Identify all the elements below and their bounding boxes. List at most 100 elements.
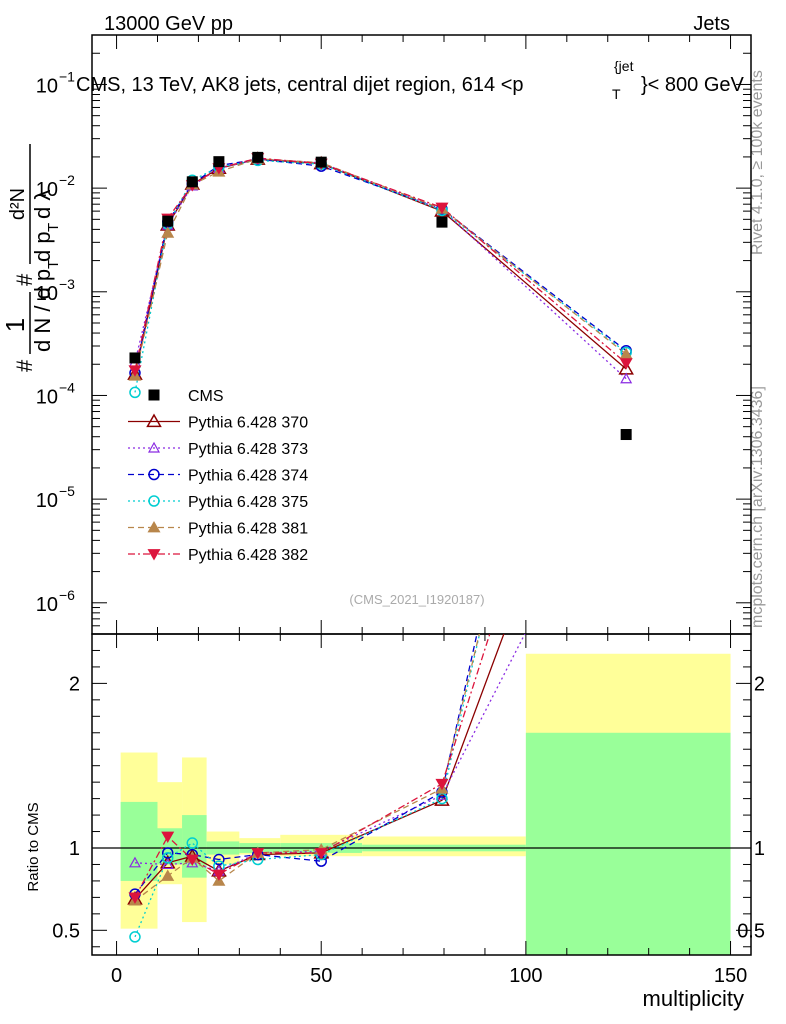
title-superscript: {jet <box>614 58 634 74</box>
header-right: Jets <box>693 13 730 35</box>
legend: CMS Pythia 6.428 370 Pythia 6.428 373 Pythi… <box>128 388 308 564</box>
series-line-main <box>134 158 627 376</box>
main-frame <box>91 34 752 635</box>
series-point <box>129 386 141 399</box>
legend-marker <box>146 413 162 428</box>
svg-text:d p: d p <box>30 231 55 262</box>
y-tick-exponent: −5 <box>59 483 75 499</box>
x-tick-label: 50 <box>310 965 332 987</box>
legend-label: Pythia 6.428 381 <box>188 521 308 538</box>
side-label-rivet: Rivet 4.1.0, ≥ 100k events <box>749 70 766 255</box>
y-tick-exponent: −1 <box>59 68 75 84</box>
ratio-tick-label-right: 0.5 <box>737 920 765 942</box>
ratio-tick-label-right: 1 <box>754 838 765 860</box>
ratio-tick-label-left: 1 <box>69 838 80 860</box>
ratio-tick-label-left: 2 <box>69 673 80 695</box>
series-line-ratio <box>134 634 480 902</box>
side-label-mcplots: mcplots.cern.ch [arXiv:1306.3436] <box>749 386 766 628</box>
ratio-point <box>128 892 142 904</box>
ratio-point <box>251 848 265 860</box>
header-left: 13000 GeV pp <box>104 13 233 35</box>
y-tick-label: 10 <box>36 179 58 201</box>
legend-label: Pythia 6.428 382 <box>188 547 308 564</box>
legend-marker <box>147 549 161 561</box>
legend-label: Pythia 6.428 373 <box>188 441 308 458</box>
ratio-point <box>129 931 141 943</box>
series-markers <box>127 151 634 943</box>
ratio-point <box>435 778 449 791</box>
ratio-point <box>161 847 174 859</box>
main-y-axis-label: # 1 d N / d p T # d²N d p T d λ <box>0 144 62 372</box>
y-tick-label: 10 <box>36 594 58 616</box>
y-tick-exponent: −2 <box>59 172 75 188</box>
svg-text:#: # <box>12 273 37 286</box>
series-line-main <box>134 158 627 375</box>
legend-marker <box>148 468 160 481</box>
ratio-point <box>185 854 199 867</box>
ratio-point <box>161 852 174 864</box>
ratio-point <box>161 831 175 843</box>
data-point <box>213 156 225 168</box>
series-point <box>619 358 633 370</box>
legend-label: CMS <box>188 388 224 405</box>
series-point <box>619 347 633 360</box>
legend-marker <box>147 521 161 533</box>
series-point <box>128 365 142 377</box>
svg-text:d²N: d²N <box>7 188 29 220</box>
ratio-point <box>161 869 175 881</box>
series-line-ratio <box>134 634 478 895</box>
chart-title: CMS, 13 TeV, AK8 jets, central dijet reg… <box>76 58 745 102</box>
ratio-point <box>161 858 174 870</box>
legend-marker <box>147 441 161 453</box>
series-line-main <box>134 158 627 380</box>
svg-text:d N / d p: d N / d p <box>30 269 55 352</box>
legend-label: Pythia 6.428 375 <box>188 494 308 511</box>
ratio-point <box>436 792 448 805</box>
ratio-point <box>212 869 226 881</box>
legend-label: Pythia 6.428 374 <box>188 468 308 485</box>
ratio-y-axis-label: Ratio to CMS <box>25 802 42 891</box>
series-line-ratio <box>134 634 491 898</box>
title-subscript: T <box>612 86 621 102</box>
ratio-point <box>213 853 225 866</box>
data-point <box>620 429 632 441</box>
svg-text:T: T <box>45 223 62 232</box>
series-line-main <box>134 158 627 374</box>
y-tick-label: 10 <box>36 490 58 512</box>
x-tick-label: 0 <box>111 965 122 987</box>
data-point <box>186 176 198 188</box>
data-point <box>162 215 174 227</box>
series-line-main <box>134 159 627 393</box>
ratio-point <box>128 856 141 868</box>
data-point <box>436 216 448 228</box>
x-tick-label: 150 <box>714 965 747 987</box>
y-tick-label: 10 <box>36 386 58 408</box>
data-point <box>315 156 327 168</box>
legend-label: Pythia 6.428 370 <box>188 415 308 432</box>
title-end: }< 800 GeV <box>641 74 745 96</box>
ratio-point <box>314 848 328 860</box>
y-tick-exponent: −6 <box>59 587 75 603</box>
data-point <box>252 151 264 163</box>
y-tick-label: 10 <box>36 283 58 305</box>
legend-marker <box>148 495 160 507</box>
y-tick-exponent: −4 <box>59 379 75 395</box>
ratio-tick-label-left: 0.5 <box>52 920 80 942</box>
legend-marker <box>148 389 160 401</box>
series-line-main <box>134 157 627 371</box>
ratio-uncertainty-bands <box>120 653 731 955</box>
svg-text:1: 1 <box>0 318 30 332</box>
data-point <box>129 352 141 364</box>
svg-text:T: T <box>45 260 62 269</box>
ratio-frame <box>91 633 752 956</box>
x-tick-label: 100 <box>509 965 542 987</box>
series-point <box>435 202 449 215</box>
analysis-watermark: (CMS_2021_I1920187) <box>349 592 484 607</box>
series-point <box>620 372 633 384</box>
svg-text:d λ: d λ <box>30 190 55 219</box>
x-axis-label: multiplicity <box>643 986 744 1011</box>
svg-text:#: # <box>12 359 37 372</box>
title-main: CMS, 13 TeV, AK8 jets, central dijet reg… <box>76 74 524 96</box>
band-green <box>120 801 158 881</box>
